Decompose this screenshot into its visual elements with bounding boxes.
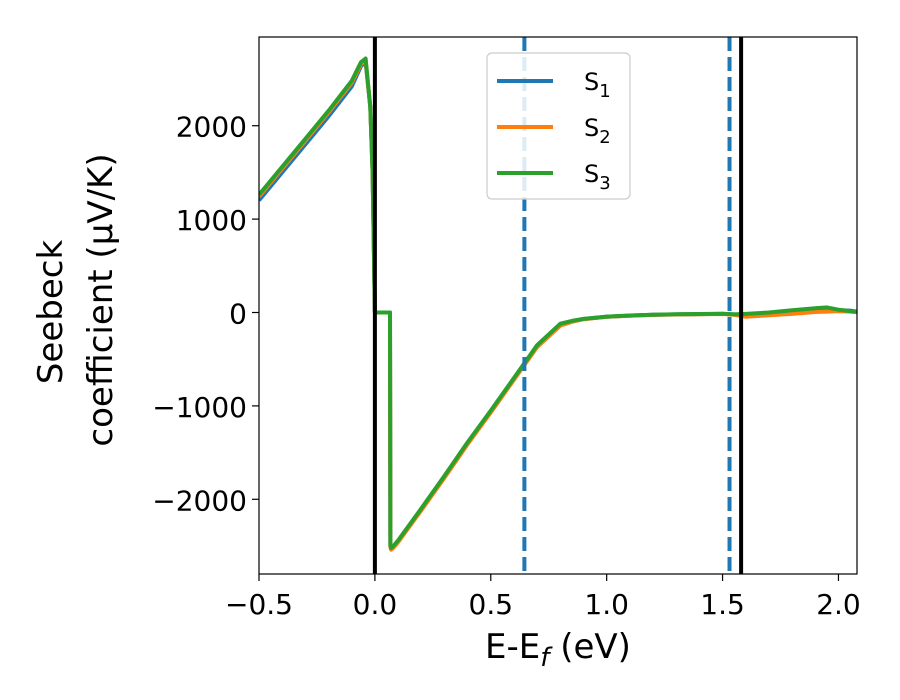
y-tick-label: 0 xyxy=(229,298,247,331)
legend-box xyxy=(486,52,631,200)
y-tick-label: −1000 xyxy=(152,391,247,424)
y-tick-label: −2000 xyxy=(152,484,247,517)
x-axis-ticks: −0.5 0.0 0.5 1.0 1.5 2.0 xyxy=(225,574,861,621)
x-tick-label: 0.0 xyxy=(353,588,398,621)
legend-label-s3: S3 xyxy=(584,160,611,194)
legend-label-s1: S1 xyxy=(584,68,611,102)
x-tick-label: 1.5 xyxy=(700,588,745,621)
y-tick-label: 2000 xyxy=(176,111,247,144)
y-axis-ticks: −2000 −1000 0 1000 2000 xyxy=(152,111,259,517)
x-tick-label: 1.0 xyxy=(584,588,629,621)
legend: S1 S2 S3 xyxy=(486,52,631,200)
x-tick-label: −0.5 xyxy=(225,588,293,621)
legend-label-s2: S2 xyxy=(584,114,611,148)
series-line-s3 xyxy=(259,56,857,550)
x-axis-label: E-Ef (eV) xyxy=(485,627,631,673)
y-tick-label: 1000 xyxy=(176,204,247,237)
y-axis-label-line2: coefficient (μV/K) xyxy=(81,153,121,446)
y-axis-label-line1: Seebeck xyxy=(31,240,71,385)
x-tick-label: 0.5 xyxy=(469,588,514,621)
x-tick-label: 2.0 xyxy=(816,588,861,621)
plot-frame xyxy=(258,36,858,575)
